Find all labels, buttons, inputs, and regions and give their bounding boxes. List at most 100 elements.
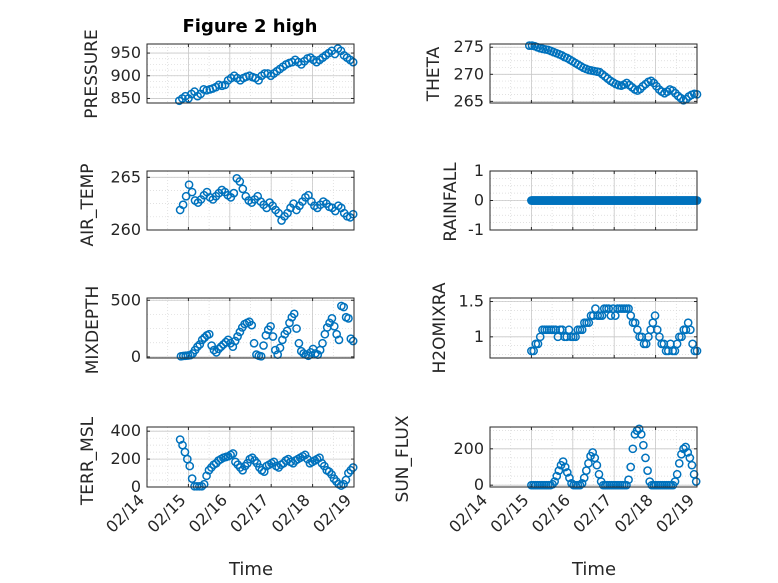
data-point [230,336,240,346]
ylabel-mixdepth: MIXDEPTH [83,286,103,375]
y-tick-label: 265 [453,91,484,110]
data-point [671,88,680,98]
data-point [327,470,336,479]
data-point [268,332,278,341]
data-point [259,341,268,350]
data-point [691,477,701,486]
data-point [634,424,644,434]
data-point [683,448,693,457]
data-point [681,442,690,452]
data-point [275,343,285,353]
y-tick-label: 1 [474,327,484,346]
x-tick-label: 02/19 [652,490,698,536]
y-tick-label: 270 [453,64,484,83]
axes-theta: 265 270 275 [453,37,702,110]
data-point [238,184,248,194]
data-point [524,41,534,50]
data-point [626,462,636,472]
data-point [339,479,348,489]
y-tick-label: 200 [453,439,484,458]
axes-frame [146,297,355,359]
data-point [269,457,279,467]
data-point [560,462,570,472]
axes-frame [489,426,698,488]
data-point [238,465,247,475]
data-point [636,429,646,439]
axes-mixdepth: 0 500 [110,290,358,366]
data-point [294,338,304,348]
data-point [334,335,344,345]
y-tick-label: 260 [110,220,141,239]
ylabel-terr-msl: TERR_MSL [78,416,98,506]
data-point [575,480,585,490]
y-tick-label: 900 [110,66,141,85]
data-point [195,340,205,349]
data-point [266,321,275,331]
data-point [197,481,207,491]
ylabel-rainfall: RAINFALL [441,162,461,242]
data-point [229,188,239,198]
data-point [209,345,219,355]
xlabel-right: Time [571,559,616,580]
data-point [554,466,564,475]
axes-frame [489,170,698,231]
ylabel-pressure: PRESSURE [82,29,102,118]
data-point [207,341,216,350]
axes-frame [489,297,698,359]
ylabel-sun-flux: SUN_FLUX [393,415,413,502]
axes-frame [489,43,698,104]
data-point [197,335,207,345]
figure-title: Figure 2 high [183,16,318,37]
data-point [187,474,197,483]
data-point [199,479,209,489]
data-point [235,177,245,186]
y-tick-label: 850 [110,88,141,107]
data-point [228,449,238,458]
data-point [318,338,327,348]
data-point [193,342,202,352]
data-point [550,477,559,486]
data-point [641,453,650,463]
y-tick-label: 1 [474,161,484,180]
axes-h2omixra: 11.5 [459,292,702,359]
y-tick-label: 1.5 [459,292,484,311]
data-point [628,444,638,454]
data-point [187,187,197,197]
y-tick-label: 0 [131,477,141,496]
axes-frame [146,43,355,104]
data-point [178,200,188,210]
x-tick-label: 02/15 [487,490,533,536]
data-point [668,86,678,95]
data-point [221,337,231,347]
data-point [214,344,224,354]
y-tick-label: 0 [474,475,484,494]
data-point [270,345,280,355]
data-point [329,321,339,331]
data-point [348,336,358,346]
xlabel-left: Time [228,559,273,580]
axes-rainfall: -1 0 1 [468,161,702,239]
y-tick-label: 500 [110,290,141,309]
data-point [635,84,645,94]
data-point [687,460,697,470]
data-point [249,338,259,348]
data-point [643,466,652,475]
data-point [562,468,572,477]
y-tick-label: 265 [110,167,141,186]
ylabel-theta: THETA [424,46,444,102]
data-point [650,311,660,320]
x-tick-label: 02/16 [528,490,574,536]
data-point [672,469,682,479]
y-tick-label: 0 [131,347,141,366]
ylabel-h2omixra: H2OMIXRA [430,282,450,373]
x-tick-label: 02/16 [185,490,231,536]
y-tick-label: 0 [474,191,484,210]
data-point [624,475,633,485]
data-point [327,314,337,323]
y-tick-label: -1 [468,220,484,239]
data-point [319,461,329,471]
x-tick-label: 02/18 [611,490,657,536]
data-point [674,459,684,468]
